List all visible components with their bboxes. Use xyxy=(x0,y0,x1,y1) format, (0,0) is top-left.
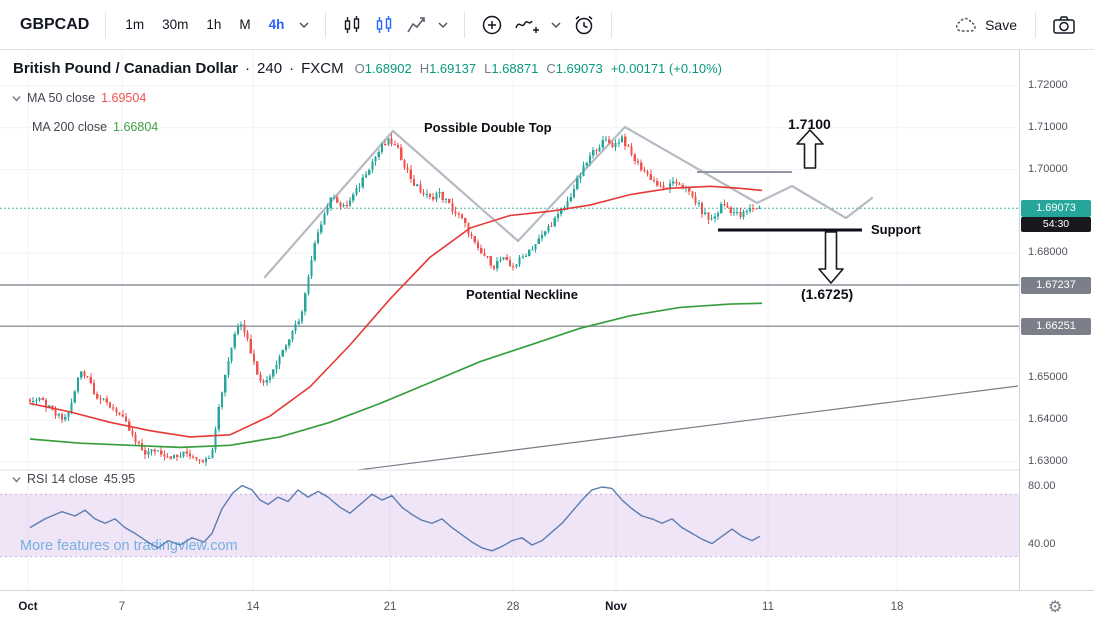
ma50-label: MA 50 close xyxy=(27,91,96,105)
toolbar-divider xyxy=(611,11,613,38)
annotation-neckline: Potential Neckline xyxy=(466,287,578,302)
annotation-support: Support xyxy=(871,222,921,237)
ma200-value: 1.66804 xyxy=(113,120,159,134)
last-price-badge: 1.69073 xyxy=(1021,200,1091,218)
time-axis-label: 28 xyxy=(506,601,520,613)
timeframe-chevron-down-icon[interactable] xyxy=(293,16,315,34)
up-arrow xyxy=(796,129,824,169)
instrument-title[interactable]: British Pound / Canadian Dollar xyxy=(13,60,239,77)
bar-style-candles-icon[interactable] xyxy=(336,10,368,40)
ohlc-close: C1.69073 xyxy=(546,61,603,76)
legend-chevron-down-icon[interactable] xyxy=(12,476,21,483)
rsi-axis-label: 40.00 xyxy=(1028,538,1056,550)
ma200-label: MA 200 close xyxy=(32,120,108,134)
timeframe-4h[interactable]: 4h xyxy=(268,17,285,32)
timeframe-30m[interactable]: 30m xyxy=(162,17,189,32)
ma50-value: 1.69504 xyxy=(101,91,147,105)
time-axis-label: Oct xyxy=(18,601,38,613)
annotation-target-down: (1.6725) xyxy=(801,286,854,302)
save-button-label: Save xyxy=(985,16,1017,33)
toolbar-divider xyxy=(1035,11,1036,38)
indicators-icon[interactable] xyxy=(509,10,545,40)
ma200-line xyxy=(29,302,763,449)
toolbar-divider xyxy=(105,11,107,38)
time-axis-label: 7 xyxy=(118,601,126,613)
legend-separator: · xyxy=(245,60,251,77)
price-axis-label: 1.64000 xyxy=(1028,413,1068,426)
legend-separator: · xyxy=(289,60,295,77)
chart-canvas[interactable] xyxy=(0,50,1019,590)
ma50-legend[interactable]: MA 50 close 1.69504 xyxy=(12,91,146,105)
rsi-line xyxy=(29,484,761,552)
level-price-badge: 1.66251 xyxy=(1021,318,1091,336)
change-value: +0.00171 (+0.10%) xyxy=(610,61,723,76)
annotation-target-up: 1.7100 xyxy=(788,116,831,132)
top-toolbar: GBPCAD 1m 30m 1h M 4h xyxy=(0,0,1094,50)
tradingview-watermark-link[interactable]: More features on tradingview.com xyxy=(20,538,238,554)
time-axis-label: 11 xyxy=(762,601,774,613)
alert-clock-icon[interactable] xyxy=(567,9,601,41)
rsi-label: RSI 14 close xyxy=(27,472,98,486)
legend-chevron-down-icon[interactable] xyxy=(12,95,21,102)
chart-legend[interactable]: British Pound / Canadian Dollar · 240 · … xyxy=(13,60,722,77)
annotation-double-top: Possible Double Top xyxy=(424,120,552,135)
ohlc-values: O1.68902 H1.69137 L1.68871 C1.69073 +0.0… xyxy=(355,61,722,76)
ma200-legend[interactable]: MA 200 close 1.66804 xyxy=(12,120,158,134)
symbol-name[interactable]: GBPCAD xyxy=(20,15,90,33)
time-axis-label: 18 xyxy=(890,601,904,613)
settings-gear-icon[interactable]: ⚙ xyxy=(1048,599,1063,616)
interval-label: 240 xyxy=(257,60,283,77)
bar-style-area-icon[interactable] xyxy=(400,10,432,40)
timeframe-1h[interactable]: 1h xyxy=(206,17,222,32)
rsi-axis-label: 80.00 xyxy=(1028,480,1056,492)
timeframe-1m[interactable]: 1m xyxy=(125,17,145,32)
bar-style-hollow-candles-icon[interactable] xyxy=(368,10,400,40)
price-axis-label: 1.63000 xyxy=(1028,455,1068,467)
ohlc-low: L1.68871 xyxy=(484,61,539,76)
indicators-chevron-down-icon[interactable] xyxy=(545,16,567,34)
time-axis[interactable]: ⚙ Oct 7 14 21 28 Nov 11 18 xyxy=(0,590,1094,624)
save-button[interactable]: Save xyxy=(946,9,1025,41)
time-axis-label: 14 xyxy=(246,601,260,613)
price-axis-label: 1.72000 xyxy=(1028,79,1068,91)
exchange-label: FXCM xyxy=(301,60,344,77)
time-axis-label: Nov xyxy=(605,601,627,613)
price-axis-label: 1.70000 xyxy=(1028,162,1068,175)
price-axis-label: 1.65000 xyxy=(1028,371,1068,384)
candles-layer xyxy=(28,133,761,466)
ma50-line xyxy=(29,185,763,438)
toolbar-divider xyxy=(464,11,466,38)
countdown-badge: 54:30 xyxy=(1021,217,1091,233)
down-arrow xyxy=(818,231,844,284)
ohlc-open: O1.68902 xyxy=(354,61,412,76)
compare-plus-icon[interactable] xyxy=(475,9,509,41)
timeframe-1M[interactable]: M xyxy=(239,17,251,32)
price-axis-label: 1.71000 xyxy=(1028,120,1068,133)
price-axis-label: 1.68000 xyxy=(1028,246,1068,259)
toolbar-right-cluster: Save xyxy=(946,9,1082,41)
toolbar-divider xyxy=(325,11,327,38)
level-price-badge: 1.67237 xyxy=(1021,276,1091,294)
camera-snapshot-icon[interactable] xyxy=(1046,9,1082,41)
ohlc-high: H1.69137 xyxy=(419,61,477,76)
rsi-value: 45.95 xyxy=(103,472,136,486)
bar-style-chevron-down-icon[interactable] xyxy=(432,16,454,34)
rsi-legend[interactable]: RSI 14 close 45.95 xyxy=(12,472,135,486)
time-axis-label: 21 xyxy=(383,601,397,613)
save-cloud-icon xyxy=(956,17,976,32)
price-axis[interactable]: 1.72000 1.71000 1.70000 1.68000 1.65000 1.640… xyxy=(1019,50,1094,590)
